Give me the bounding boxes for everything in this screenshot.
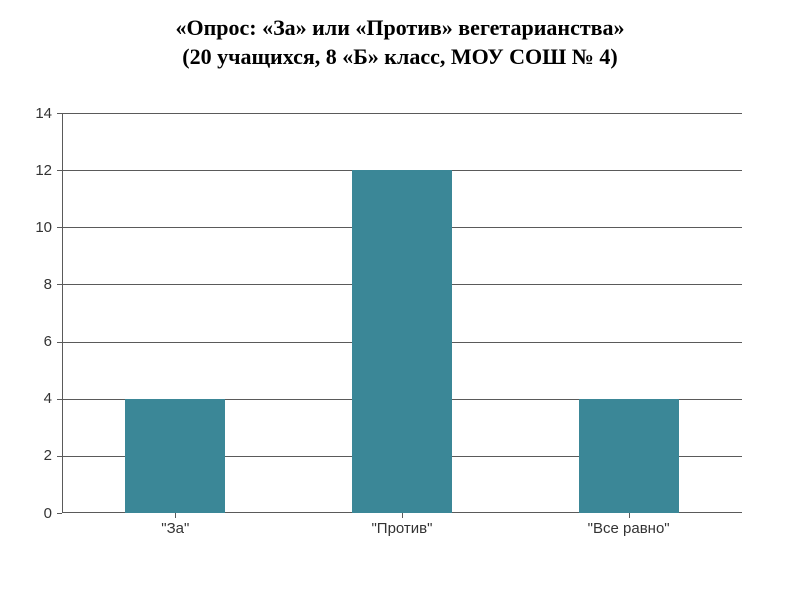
bar-chart: 02468101214"За""Против""Все равно"	[62, 113, 742, 513]
category-label: "За"	[62, 520, 289, 537]
y-tick-label: 14	[12, 105, 52, 122]
y-tick-label: 6	[12, 333, 52, 350]
y-tick	[57, 513, 62, 514]
page: «Опрос: «За» или «Против» вегетарианства…	[0, 0, 800, 600]
y-tick-label: 2	[12, 447, 52, 464]
title-line-1: «Опрос: «За» или «Против» вегетарианства…	[175, 15, 624, 40]
y-tick-label: 12	[12, 162, 52, 179]
page-title: «Опрос: «За» или «Против» вегетарианства…	[0, 0, 800, 71]
bar	[579, 399, 679, 513]
x-tick	[175, 513, 176, 518]
category-label: "Все равно"	[515, 520, 742, 537]
x-tick	[629, 513, 630, 518]
bar	[125, 399, 225, 513]
bar	[352, 170, 452, 513]
x-tick	[402, 513, 403, 518]
grid-line	[62, 113, 742, 114]
y-tick-label: 0	[12, 505, 52, 522]
y-tick-label: 10	[12, 219, 52, 236]
y-tick-label: 4	[12, 390, 52, 407]
y-tick-label: 8	[12, 276, 52, 293]
category-label: "Против"	[289, 520, 516, 537]
y-axis	[62, 113, 63, 513]
title-line-2: (20 учащихся, 8 «Б» класс, МОУ СОШ № 4)	[182, 44, 618, 69]
